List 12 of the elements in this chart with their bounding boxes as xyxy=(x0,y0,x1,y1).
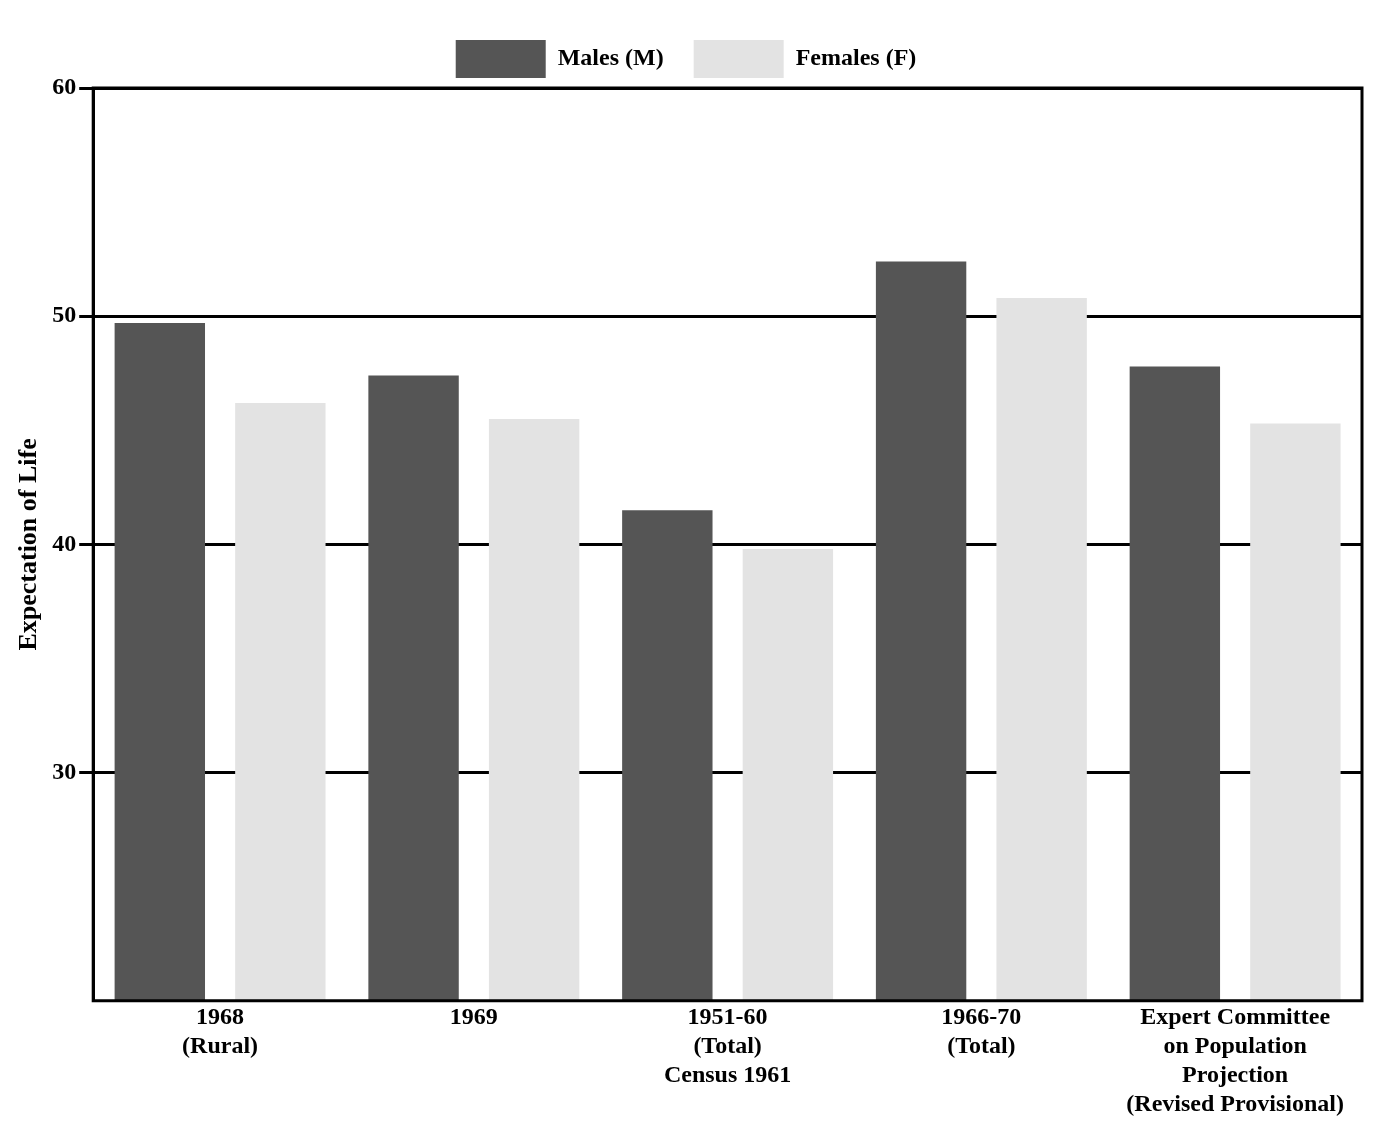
x-tick-label: 1969 xyxy=(449,1003,498,1030)
y-tick-label: 60 xyxy=(52,73,77,100)
y-tick-label: 50 xyxy=(52,301,77,328)
x-tick-label: 1966-70 (Total) xyxy=(941,1003,1022,1059)
y-tick-label: 40 xyxy=(52,529,77,556)
y-axis-title: Expectation of Life xyxy=(13,438,43,651)
y-tick-label: 30 xyxy=(52,757,77,784)
legend-label: Males (M) xyxy=(557,44,664,71)
x-tick-label: 1951-60 (Total) Census 1961 xyxy=(663,1003,792,1087)
x-tick-label: Expert Committee on Population Projection (Revised Provisional) xyxy=(1126,1003,1344,1116)
x-tick-label: 1968 (Rural) xyxy=(182,1003,259,1059)
legend-label: Females (F) xyxy=(795,44,917,71)
